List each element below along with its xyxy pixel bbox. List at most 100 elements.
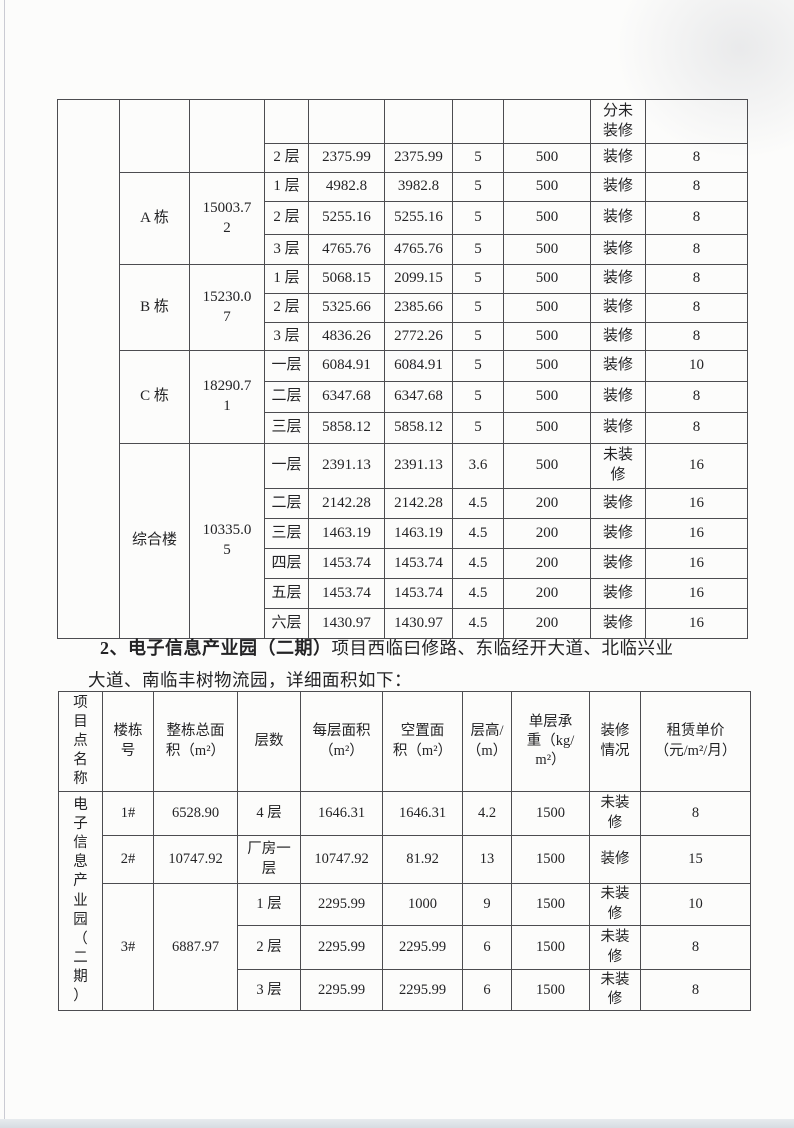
header-total-area: 整栋总面 积（m²）	[153, 691, 238, 792]
vacant-area-cell: 1430.97	[384, 608, 453, 639]
floor-area-cell: 5255.16	[308, 201, 385, 235]
floor-area-cell: 2295.99	[300, 968, 383, 1012]
load-cell: 1500	[511, 791, 590, 836]
decoration-cell: 未装 修	[590, 443, 646, 489]
floor-area-cell: 5068.15	[308, 264, 385, 294]
floor-cell: 五层	[264, 578, 309, 609]
floor-area-cell: 2391.13	[308, 443, 385, 489]
price-cell: 16	[645, 488, 748, 519]
vacant-area-cell: 1453.74	[384, 548, 453, 579]
load-cell: 200	[503, 548, 591, 579]
floor-area-cell: 4836.26	[308, 322, 385, 351]
load-cell: 1500	[511, 835, 590, 884]
decoration-cell: 未装 修	[589, 883, 641, 926]
load-cell: 1500	[511, 883, 590, 926]
vacant-area-cell: 1000	[382, 883, 463, 926]
floor-area-cell: 5325.66	[308, 293, 385, 323]
floor-height-cell: 4.5	[452, 548, 504, 579]
floor-area-cell: 1463.19	[308, 518, 385, 549]
floor-area-cell: 1646.31	[300, 791, 383, 836]
floor-cell: 2 层	[264, 293, 309, 323]
load-cell: 500	[503, 322, 591, 351]
vacant-area-cell: 81.92	[382, 835, 463, 884]
floor-height-cell: 6	[462, 968, 512, 1012]
vacant-area-cell: 6084.91	[384, 350, 453, 382]
building-name-cell: B 栋	[119, 264, 190, 351]
vacant-area-cell: 5858.12	[384, 412, 453, 444]
header-building-no: 楼栋 号	[102, 691, 154, 792]
header-floor-area: 每层面积 （m²）	[300, 691, 383, 792]
price-cell: 8	[640, 925, 751, 970]
decoration-cell: 未装 修	[589, 968, 641, 1012]
floor-area-cell: 6347.68	[308, 381, 385, 413]
floor-cell: 一层	[264, 443, 309, 489]
phase2-heading-paragraph: 2、电子信息产业园（二期）项目西临曰修路、东临经开大道、北临兴业 大道、南临丰树物…	[88, 632, 736, 696]
building-area-cell: 18290.7 1	[189, 350, 265, 444]
floor-area-cell: 2295.99	[300, 883, 383, 926]
decoration-cell: 未装 修	[589, 925, 641, 970]
header-price: 租赁单价 （元/m²/月）	[640, 691, 751, 792]
decoration-cell: 装修	[590, 201, 646, 235]
decoration-cell: 装修	[590, 143, 646, 173]
decoration-cell: 装修	[590, 412, 646, 444]
load-cell: 500	[503, 381, 591, 413]
floor-area-cell: 1453.74	[308, 548, 385, 579]
price-cell: 8	[640, 791, 751, 836]
load-cell: 1500	[511, 925, 590, 970]
price-cell: 16	[645, 608, 748, 639]
load-cell: 200	[503, 488, 591, 519]
building-no-cell: 1#	[102, 791, 154, 836]
price-cell: 8	[640, 968, 751, 1012]
floor-cell: 2 层	[264, 201, 309, 235]
building-no-cell: 3#	[102, 882, 154, 1012]
floor-cell: 2 层	[264, 143, 309, 173]
floor-area-cell: 2142.28	[308, 488, 385, 519]
floor-cell: 厂房一 层	[237, 835, 301, 884]
load-cell	[503, 99, 591, 144]
header-load: 单层承 重（kg/ m²）	[511, 691, 590, 792]
floor-cell: 3 层	[237, 968, 301, 1012]
decoration-cell: 装修	[590, 350, 646, 382]
building-area-cell: 15230.0 7	[189, 264, 265, 351]
decoration-cell: 装修	[590, 578, 646, 609]
decoration-cell: 分未 装修	[590, 99, 646, 144]
floor-area-cell: 2375.99	[308, 143, 385, 173]
load-cell: 500	[503, 443, 591, 489]
load-cell: 500	[503, 412, 591, 444]
floor-height-cell: 5	[452, 143, 504, 173]
floor-cell: 1 层	[264, 172, 309, 202]
vacant-area-cell: 4765.76	[384, 234, 453, 265]
floor-height-cell: 5	[452, 234, 504, 265]
building-area-cell	[189, 99, 265, 173]
floor-cell: 四层	[264, 548, 309, 579]
price-cell: 10	[640, 883, 751, 926]
decoration-cell: 装修	[590, 172, 646, 202]
price-cell: 8	[645, 322, 748, 351]
price-cell: 16	[645, 443, 748, 489]
vacant-area-cell: 2142.28	[384, 488, 453, 519]
vacant-area-cell: 1646.31	[382, 791, 463, 836]
floor-cell	[264, 99, 309, 144]
floor-cell: 三层	[264, 518, 309, 549]
building-area-cell: 10335.0 5	[189, 443, 265, 639]
floor-area-cell: 2295.99	[300, 925, 383, 970]
floor-cell: 二层	[264, 488, 309, 519]
phase1-area-table: 分未 装修 2 层 2375.99 2375.99 5 500 装修 8 A 栋 15003.7 …	[57, 99, 748, 639]
floor-height-cell: 4.5	[452, 608, 504, 639]
load-cell: 500	[503, 264, 591, 294]
load-cell: 200	[503, 518, 591, 549]
building-name-cell: 综合楼	[119, 443, 190, 639]
price-cell: 16	[645, 518, 748, 549]
building-name-cell: C 栋	[119, 350, 190, 444]
floor-cell: 4 层	[237, 791, 301, 836]
load-cell: 1500	[511, 968, 590, 1012]
price-cell: 8	[645, 201, 748, 235]
floor-cell: 二层	[264, 381, 309, 413]
floor-height-cell: 9	[462, 883, 512, 926]
price-cell: 16	[645, 548, 748, 579]
floor-area-cell: 1430.97	[308, 608, 385, 639]
vacant-area-cell: 2391.13	[384, 443, 453, 489]
building-no-cell: 2#	[102, 835, 154, 884]
floor-area-cell: 4982.8	[308, 172, 385, 202]
floor-height-cell: 4.5	[452, 518, 504, 549]
